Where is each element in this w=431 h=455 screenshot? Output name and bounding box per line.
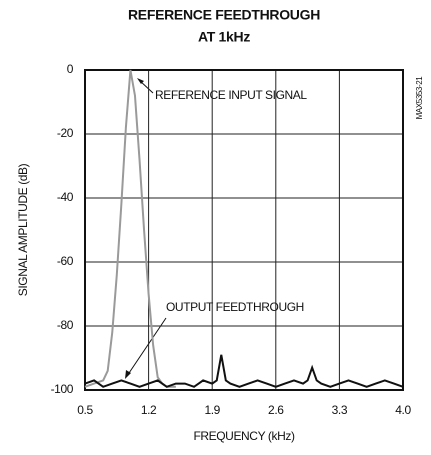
arrow-head [137,78,144,84]
annotation: REFERENCE INPUT SIGNAL [155,88,307,102]
x-tick-label: 1.2 [141,403,157,417]
side-note: MAX5353-21 [415,76,424,120]
y-tick-label: -20 [57,126,74,140]
x-tick-label: 3.3 [332,403,348,417]
x-axis-label: FREQUENCY (kHz) [193,429,295,443]
y-tick-label: -80 [57,318,74,332]
y-tick-label: 0 [67,62,74,76]
chart-subtitle: AT 1kHz [198,29,250,45]
y-tick-label: -60 [57,254,74,268]
plot-frame [84,69,404,391]
series-line [84,69,176,388]
arrow [126,317,167,377]
chart-title: REFERENCE FEEDTHROUGH [128,7,320,23]
x-tick-label: 2.6 [268,403,284,417]
x-tick-label: 4.0 [395,403,411,417]
y-axis-label: SIGNAL AMPLITUDE (dB) [16,163,30,296]
series-line [84,354,404,388]
x-tick-label: 0.5 [77,403,93,417]
y-tick-label: -100 [51,382,74,396]
arrow-head [125,370,131,379]
annotation: OUTPUT FEEDTHROUGH [166,300,304,314]
y-tick-label: -40 [57,190,74,204]
x-tick-label: 1.9 [204,403,220,417]
